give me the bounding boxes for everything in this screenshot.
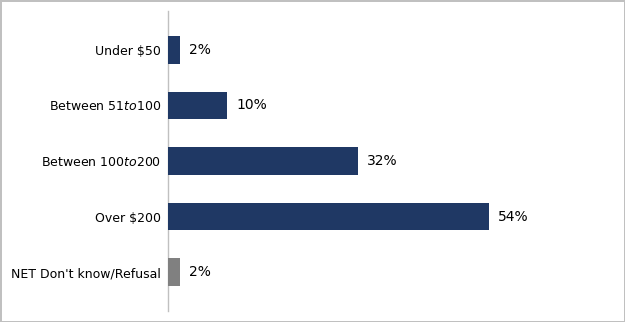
Text: 54%: 54% [498, 210, 529, 223]
Bar [168, 203, 489, 231]
Bar [168, 147, 358, 175]
Bar [168, 91, 228, 119]
Text: 2%: 2% [189, 265, 211, 279]
Text: 10%: 10% [236, 99, 267, 112]
Bar [168, 258, 180, 286]
Text: 32%: 32% [367, 154, 398, 168]
Text: 2%: 2% [189, 43, 211, 57]
Bar [168, 36, 180, 64]
